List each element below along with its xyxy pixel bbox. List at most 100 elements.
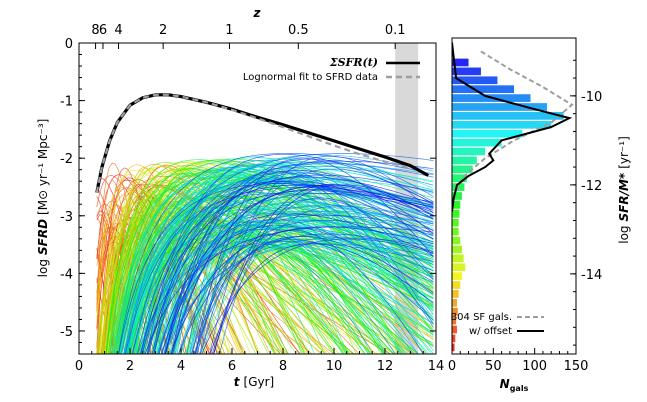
legend-label-lognormal: Lognormal fit to SFRD data xyxy=(243,72,378,83)
history-curve xyxy=(165,180,434,354)
histogram-bar xyxy=(452,192,462,200)
history-curve xyxy=(182,187,386,354)
legend-label-sumsfr: ΣSFR(t) xyxy=(329,56,378,69)
history-curve xyxy=(106,161,351,354)
histogram-bar xyxy=(452,67,481,76)
history-curve xyxy=(119,202,269,354)
history-curve xyxy=(200,237,386,354)
history-curve xyxy=(151,181,434,354)
history-curve xyxy=(103,233,208,354)
history-curve xyxy=(140,184,434,354)
side-y-label: logSFR/M*[yr⁻¹] xyxy=(617,136,631,244)
histogram-bar xyxy=(452,129,523,138)
history-curve xyxy=(146,153,434,354)
side-plot-frame xyxy=(451,37,577,355)
histogram-bar xyxy=(452,325,457,334)
histogram-bar xyxy=(452,201,461,209)
history-curve xyxy=(141,247,434,354)
histogram-bar xyxy=(452,218,459,227)
history-curve xyxy=(140,228,434,354)
legend-label-b04: B04 SF gals. xyxy=(450,312,512,323)
histogram-bar xyxy=(452,156,477,165)
side-x-label: Ngals xyxy=(500,377,529,393)
top-tick-label: 6 xyxy=(99,23,107,38)
history-curve xyxy=(116,186,243,354)
histogram-bar xyxy=(452,254,464,263)
histogram-bar xyxy=(452,307,458,316)
y-tick-label: -2 xyxy=(60,152,73,167)
history-curve xyxy=(160,233,434,354)
history-curve xyxy=(193,245,434,354)
history-curve xyxy=(127,164,434,354)
history-curve xyxy=(164,169,434,354)
history-curve xyxy=(178,220,434,354)
top-tick-label: 2 xyxy=(159,23,167,38)
history-curve xyxy=(171,158,434,354)
history-curve xyxy=(212,229,424,354)
series-line-offset xyxy=(452,42,573,212)
side-y-tick-label: -12 xyxy=(581,179,602,194)
history-curve xyxy=(163,172,434,354)
history-curve xyxy=(118,181,335,354)
history-curve xyxy=(131,192,434,354)
main-y-label: logSFRD[M⊙ yr⁻¹ Mpc⁻³] xyxy=(36,119,50,278)
histogram-bar xyxy=(452,138,502,147)
side-panel: 0 50 100 150 -10 -12 -14 Ngals logSFR/M*[yr⁻¹]… xyxy=(448,37,631,393)
histogram-bar xyxy=(452,112,564,120)
history-curve xyxy=(129,221,434,354)
main-legend: ΣSFR(t) Lognormal fit to SFRD data xyxy=(243,56,420,83)
history-curve xyxy=(196,179,434,354)
history-curve xyxy=(199,198,434,354)
x-tick-label: 0 xyxy=(75,359,83,374)
histogram-bars xyxy=(452,58,564,352)
histogram-bar xyxy=(452,343,455,352)
history-curve xyxy=(161,225,434,354)
history-curve xyxy=(164,219,434,354)
history-curve xyxy=(173,226,415,354)
history-curve xyxy=(108,194,297,354)
x-tick-label: 4 xyxy=(177,359,185,374)
history-curve xyxy=(164,204,434,354)
history-curve xyxy=(118,166,259,354)
history-curve xyxy=(153,214,309,354)
history-curve xyxy=(164,171,349,354)
histogram-bar xyxy=(452,103,548,111)
top-tick-label: 0.5 xyxy=(288,23,309,38)
history-curve xyxy=(136,160,434,354)
history-curve xyxy=(178,233,434,354)
top-tick-label: 1 xyxy=(225,23,233,38)
main-x-label: t [Gyr] xyxy=(234,375,274,389)
histogram-bar xyxy=(452,120,552,129)
history-curve xyxy=(105,190,244,354)
history-curve xyxy=(219,197,434,354)
individual-sfr-histories xyxy=(96,153,434,354)
history-curve xyxy=(195,157,434,354)
history-curve xyxy=(144,226,434,354)
x-tick-label: 2 xyxy=(126,359,134,374)
history-curve xyxy=(155,155,434,354)
history-curve xyxy=(153,212,434,354)
history-curve xyxy=(123,161,434,354)
history-curve xyxy=(129,215,281,354)
y-tick-label: -3 xyxy=(60,210,73,225)
history-curve xyxy=(201,238,434,354)
history-curve xyxy=(213,184,434,354)
x-tick-label: 12 xyxy=(377,359,394,374)
history-curve xyxy=(114,167,197,354)
main-panel: 0 2 4 6 8 10 12 140-1-2-3-4-5 8 6 4 2 1 0.5 0.1 z t [G… xyxy=(36,6,444,389)
history-curve xyxy=(164,207,434,354)
history-curve xyxy=(170,226,434,354)
series-line-b04 xyxy=(453,50,574,195)
histogram-bar xyxy=(452,245,462,254)
history-curve xyxy=(156,244,386,354)
top-tick-label: 8 xyxy=(91,23,99,38)
y-tick-label: -4 xyxy=(60,267,73,282)
history-curve xyxy=(163,243,434,354)
history-curve xyxy=(148,174,434,354)
histogram-bar xyxy=(452,236,461,245)
history-curve xyxy=(123,177,434,354)
history-curve xyxy=(99,164,240,354)
history-curve xyxy=(108,163,271,354)
histogram-bar xyxy=(452,85,514,94)
